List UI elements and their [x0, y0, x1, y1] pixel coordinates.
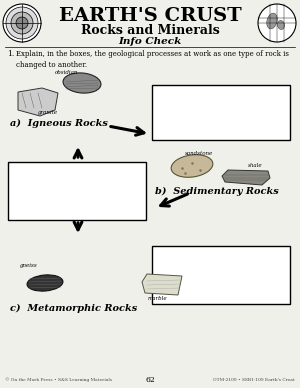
Polygon shape — [18, 88, 58, 116]
Text: Rocks and Minerals: Rocks and Minerals — [81, 24, 219, 36]
Text: obsidian: obsidian — [55, 70, 78, 75]
Bar — [152, 85, 290, 140]
Circle shape — [6, 7, 38, 39]
Circle shape — [11, 12, 33, 34]
Ellipse shape — [27, 275, 63, 291]
Polygon shape — [222, 170, 270, 185]
Ellipse shape — [63, 73, 101, 93]
Text: a)  Igneous Rocks: a) Igneous Rocks — [10, 118, 108, 128]
Text: c)  Metamorphic Rocks: c) Metamorphic Rocks — [10, 303, 137, 313]
Text: Explain, in the boxes, the geological processes at work as one type of rock is
c: Explain, in the boxes, the geological pr… — [16, 50, 289, 69]
Circle shape — [3, 4, 41, 42]
Circle shape — [16, 17, 28, 29]
Text: gneiss: gneiss — [20, 263, 38, 268]
Text: © On the Mark Press • S&S Learning Materials: © On the Mark Press • S&S Learning Mater… — [5, 378, 112, 382]
Text: marble: marble — [148, 296, 168, 301]
Polygon shape — [142, 274, 182, 295]
Text: shale: shale — [248, 163, 262, 168]
Text: EARTH'S CRUST: EARTH'S CRUST — [58, 7, 242, 25]
Text: 62: 62 — [145, 376, 155, 384]
Text: OTM-2109 • SSB1-109 Earth's Crust: OTM-2109 • SSB1-109 Earth's Crust — [213, 378, 295, 382]
Text: sandstone: sandstone — [185, 151, 213, 156]
Text: 1.: 1. — [7, 50, 14, 58]
Bar — [152, 246, 290, 304]
Text: b)  Sedimentary Rocks: b) Sedimentary Rocks — [155, 187, 279, 196]
Text: Info Check: Info Check — [118, 36, 182, 45]
Ellipse shape — [278, 21, 284, 29]
Text: granite: granite — [38, 110, 58, 115]
Bar — [8, 162, 146, 220]
Ellipse shape — [171, 155, 213, 177]
Circle shape — [258, 4, 296, 42]
Ellipse shape — [267, 13, 277, 29]
